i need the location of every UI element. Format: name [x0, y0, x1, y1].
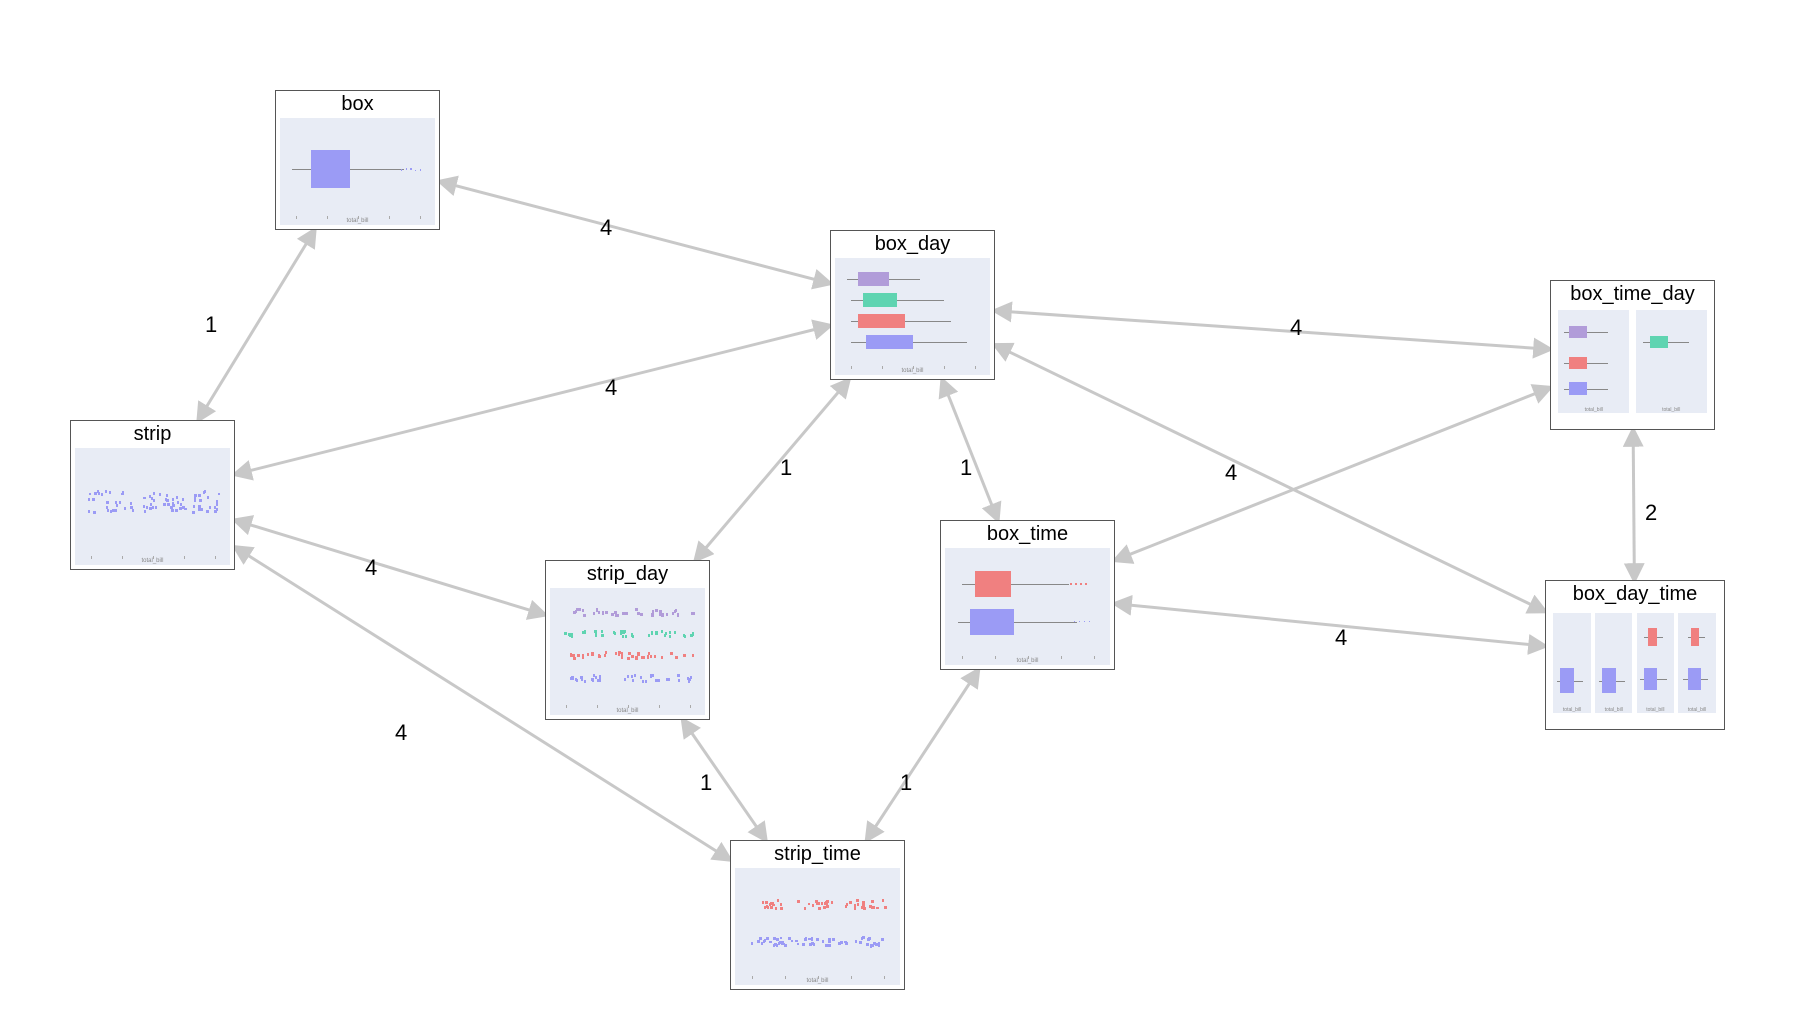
edge-label: 4	[1335, 625, 1347, 651]
node-box_day: box_daytotal_bill	[830, 230, 995, 380]
diagram-canvas: boxtotal_billstriptotal_billbox_daytotal…	[0, 0, 1798, 1034]
edge-box_time_day-box_day_time	[1633, 430, 1634, 580]
node-thumbnail: total_billtotal_billtotal_billtotal_bill	[1550, 608, 1720, 725]
edge-label: 4	[1290, 315, 1302, 341]
edge-box_day-box_time_day	[995, 311, 1550, 350]
edge-box_time-box_time_day	[1115, 388, 1550, 561]
node-thumbnail: total_bill	[550, 588, 705, 715]
edge-label: 1	[960, 455, 972, 481]
node-thumbnail: total_bill	[735, 868, 900, 985]
node-title: strip_day	[546, 561, 709, 586]
node-thumbnail: total_bill	[835, 258, 990, 375]
node-title: strip_time	[731, 841, 904, 866]
edge-box-box_day	[440, 182, 830, 284]
node-strip: striptotal_bill	[70, 420, 235, 570]
node-thumbnail: total_bill	[75, 448, 230, 565]
node-strip_time: strip_timetotal_bill	[730, 840, 905, 990]
edge-label: 1	[900, 770, 912, 796]
edge-label: 1	[205, 312, 217, 338]
edge-label: 1	[700, 770, 712, 796]
edge-label: 4	[1225, 460, 1237, 486]
edge-label: 4	[365, 555, 377, 581]
edge-box_time-box_day_time	[1115, 604, 1545, 646]
node-title: box_time_day	[1551, 281, 1714, 306]
edge-strip_day-strip_time	[683, 720, 766, 840]
edge-strip-box_day	[235, 326, 830, 475]
edge-box_day-box_time	[942, 380, 998, 520]
node-title: box	[276, 91, 439, 116]
node-box_time_day: box_time_daytotal_billtotal_bill	[1550, 280, 1715, 430]
node-title: box_day	[831, 231, 994, 256]
node-thumbnail: total_bill	[945, 548, 1110, 665]
node-thumbnail: total_billtotal_bill	[1555, 308, 1710, 425]
edge-box_time-strip_time	[867, 670, 979, 840]
node-title: box_day_time	[1546, 581, 1724, 606]
edge-label: 4	[395, 720, 407, 746]
edge-label: 1	[780, 455, 792, 481]
edge-strip-strip_day	[235, 520, 545, 615]
node-title: box_time	[941, 521, 1114, 546]
node-title: strip	[71, 421, 234, 446]
node-box: boxtotal_bill	[275, 90, 440, 230]
node-strip_day: strip_daytotal_bill	[545, 560, 710, 720]
node-thumbnail: total_bill	[280, 118, 435, 225]
edge-label: 4	[600, 215, 612, 241]
edge-box_day-strip_day	[696, 380, 849, 560]
edge-label: 2	[1645, 500, 1657, 526]
node-box_day_time: box_day_timetotal_billtotal_billtotal_bi…	[1545, 580, 1725, 730]
edge-label: 4	[605, 375, 617, 401]
node-box_time: box_timetotal_bill	[940, 520, 1115, 670]
